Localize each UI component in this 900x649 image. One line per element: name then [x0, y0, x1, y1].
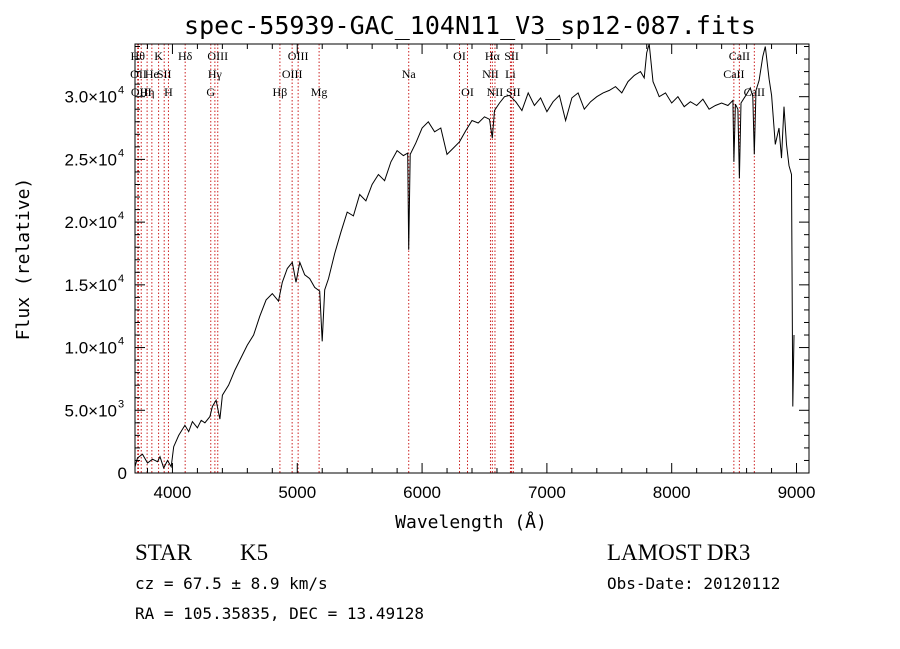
observation-date: Obs-Date: 20120112 — [607, 574, 780, 593]
line-label: CaII — [723, 67, 744, 81]
object-subclass: K5 — [240, 540, 268, 565]
y-tick-exponent: 4 — [118, 210, 124, 222]
spectral-line-markers — [137, 44, 755, 473]
chart-title: spec-55939-GAC_104N11_V3_sp12-087.fits — [184, 11, 756, 40]
y-tick-label: 0 — [118, 464, 127, 483]
y-tick-exponent: 4 — [118, 273, 124, 285]
spectrum-series-line — [134, 43, 795, 470]
sky-coordinates: RA = 105.35835, DEC = 13.49128 — [135, 604, 424, 623]
line-label: OIII — [288, 49, 309, 63]
redshift-velocity: cz = 67.5 ± 8.9 km/s — [135, 574, 328, 593]
y-axis-label: Flux (relative) — [13, 178, 34, 341]
line-label: CaII — [744, 85, 765, 99]
line-label: NII — [487, 85, 504, 99]
x-axis-label: Wavelength (Å) — [395, 511, 547, 533]
line-label: Hα — [485, 49, 501, 63]
x-tick-label: 5000 — [278, 483, 316, 502]
x-tick-label: 9000 — [778, 483, 816, 502]
y-tick-exponent: 4 — [118, 147, 124, 159]
line-label: OI — [453, 49, 466, 63]
line-label: Li — [505, 67, 516, 81]
y-tick-exponent: 4 — [118, 85, 124, 97]
y-tick-label: 5.0×10 — [65, 401, 117, 420]
line-label: Hη — [140, 85, 155, 99]
line-label: Hθ — [131, 49, 146, 63]
y-tick-label: 2.5×10 — [65, 150, 117, 169]
line-label: OIII — [131, 85, 152, 99]
line-label: SII — [504, 49, 519, 63]
line-label: OI — [461, 85, 474, 99]
y-axis-ticks: 05.0×10 31.0×10 41.5×10 42.0×10 42.5×10 43.0×… — [65, 46, 809, 483]
y-tick-label: 1.5×10 — [65, 276, 117, 295]
line-label: H — [164, 85, 173, 99]
line-label: Mg — [311, 85, 328, 99]
x-axis-ticks: 4000 5000 6000 7000 8000 9000 — [146, 44, 816, 502]
line-label: Hδ — [178, 49, 193, 63]
object-class: STAR — [135, 540, 193, 565]
line-label: OIII — [207, 49, 228, 63]
x-tick-label: 8000 — [653, 483, 691, 502]
survey-name: LAMOST DR3 — [607, 540, 750, 565]
y-tick-label: 3.0×10 — [65, 88, 117, 107]
line-label: SII — [506, 85, 521, 99]
line-label: He — [145, 67, 159, 81]
y-tick-label: 1.0×10 — [65, 339, 117, 358]
spectral-line-labels: HθOIIOIIIHηHeKSIIHHδGHγOIIIHβOIIIOIIIMgN… — [130, 49, 765, 99]
y-tick-exponent: 3 — [118, 398, 124, 410]
x-tick-label: 6000 — [403, 483, 441, 502]
line-label: Hγ — [208, 67, 223, 81]
line-label: G — [206, 85, 215, 99]
y-tick-exponent: 4 — [118, 336, 124, 348]
line-label: K — [154, 49, 163, 63]
x-tick-label: 4000 — [154, 483, 192, 502]
line-label: SII — [157, 67, 172, 81]
x-tick-label: 7000 — [528, 483, 566, 502]
line-label: Na — [402, 67, 417, 81]
line-label: OIII — [282, 67, 303, 81]
line-label: NII — [482, 67, 499, 81]
plot-frame — [134, 43, 810, 474]
line-label: Hβ — [273, 85, 288, 99]
line-label: CaII — [729, 49, 750, 63]
line-label: OII — [130, 67, 147, 81]
y-tick-label: 2.0×10 — [65, 213, 117, 232]
